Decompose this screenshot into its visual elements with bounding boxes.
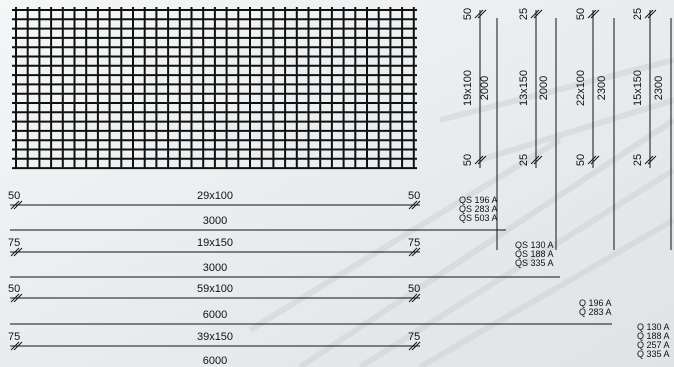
vertical-top-overhang: 25 (632, 7, 644, 21)
vertical-top-overhang: 25 (518, 7, 530, 21)
dimension-tick (647, 9, 657, 19)
vertical-bottom-overhang: 50 (575, 153, 587, 167)
dimension-tick (644, 9, 654, 19)
dimension-tick (587, 155, 597, 165)
bar-end-overhang-right: 75 (408, 237, 421, 249)
bar-spacing-label: 59x100 (196, 283, 234, 295)
bar-spacing-label: 19x150 (196, 237, 234, 249)
vertical-bottom-overhang: 50 (462, 153, 474, 167)
mesh-type-label: Q 335 A (637, 349, 670, 359)
bar-end-overhang-right: 75 (408, 331, 421, 343)
mesh-type-label: Q 257 A (637, 340, 670, 350)
mesh-type-label: QS 503 A (459, 213, 498, 223)
bar-end-overhang-left: 50 (8, 190, 21, 202)
vertical-length-label: 2300 (596, 75, 608, 101)
mesh-type-label: QS 335 A (515, 258, 554, 268)
dimension-tick (647, 155, 657, 165)
vertical-bottom-overhang: 25 (632, 153, 644, 167)
vertical-length-label: 2000 (538, 75, 550, 101)
vertical-bottom-overhang: 25 (518, 153, 530, 167)
bar-length-label: 6000 (202, 309, 228, 321)
dimension-tick (474, 155, 484, 165)
vertical-length-label: 2000 (479, 75, 491, 101)
vertical-spacing-label: 13x150 (518, 69, 530, 107)
mesh-type-label: Q 196 A (579, 298, 612, 308)
dimension-tick (530, 9, 540, 19)
dimension-tick (10, 200, 20, 210)
mesh-type-group: QS 196 A QS 283 A QS 503 A (459, 196, 498, 223)
dimension-tick (477, 155, 487, 165)
bar-end-overhang-right: 50 (408, 283, 421, 295)
vertical-spacing-label: 19x100 (462, 69, 474, 107)
mesh-type-label: Q 130 A (637, 322, 670, 332)
mesh-type-label: Q 188 A (637, 331, 670, 341)
bar-end-overhang-left: 75 (8, 237, 21, 249)
bar-end-overhang-left: 50 (8, 283, 21, 295)
bar-end-overhang-left: 75 (8, 331, 21, 343)
dimension-tick (10, 341, 20, 351)
dimension-tick (590, 155, 600, 165)
dimension-tick (587, 9, 597, 19)
dimension-tick (644, 155, 654, 165)
mesh-type-label: Q 283 A (579, 307, 612, 317)
dimension-tick (13, 247, 23, 257)
dimension-tick (408, 200, 418, 210)
dimension-tick (533, 155, 543, 165)
dimension-tick (408, 247, 418, 257)
bar-length-label: 3000 (202, 215, 228, 227)
vertical-top-overhang: 50 (462, 7, 474, 21)
bar-length-label: 6000 (202, 355, 228, 367)
dimension-tick (477, 9, 487, 19)
dimension-tick (13, 293, 23, 303)
vertical-spacing-label: 15x150 (632, 69, 644, 107)
dimension-tick (474, 9, 484, 19)
vertical-top-overhang: 50 (575, 7, 587, 21)
dimension-tick (13, 200, 23, 210)
dimension-tick (411, 247, 421, 257)
dimension-tick (13, 341, 23, 351)
dimension-tick (590, 9, 600, 19)
dimension-tick (10, 247, 20, 257)
dimension-tick (408, 293, 418, 303)
vertical-length-label: 2300 (653, 75, 665, 101)
mesh-type-group: QS 130 A QS 188 A QS 335 A (515, 241, 554, 268)
dimension-tick (411, 200, 421, 210)
vertical-spacing-label: 22x100 (575, 69, 587, 107)
dimension-tick (411, 293, 421, 303)
dimension-tick (411, 341, 421, 351)
bar-end-overhang-right: 50 (408, 190, 421, 202)
dimension-tick (533, 9, 543, 19)
bar-spacing-label: 29x100 (196, 190, 234, 202)
dimension-tick (10, 293, 20, 303)
mesh-type-label: QS 188 A (515, 249, 554, 259)
bar-spacing-label: 39x150 (196, 331, 234, 343)
bar-length-label: 3000 (202, 262, 228, 274)
mesh-type-label: QS 283 A (459, 204, 498, 214)
mesh-type-label: QS 130 A (515, 240, 554, 250)
dimension-tick (408, 341, 418, 351)
dimension-tick (530, 155, 540, 165)
mesh-type-label: QS 196 A (459, 195, 498, 205)
